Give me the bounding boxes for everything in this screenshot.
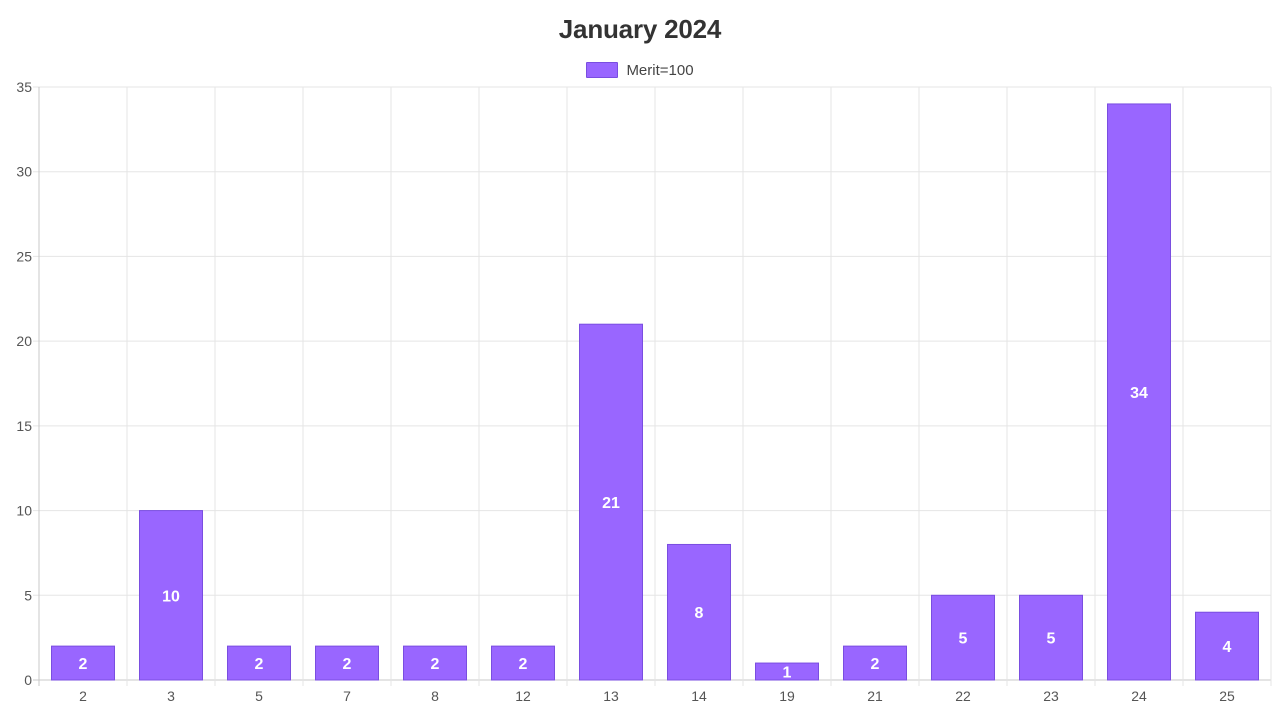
y-tick-label: 20: [16, 333, 32, 349]
bar-value-label: 2: [343, 656, 352, 673]
x-tick-label: 21: [867, 688, 883, 704]
x-tick-label: 8: [431, 688, 439, 704]
legend-swatch[interactable]: [586, 62, 619, 78]
y-tick-label: 0: [24, 672, 32, 688]
bar: [491, 645, 555, 681]
bar: [1195, 611, 1259, 681]
bar-value-label: 2: [79, 656, 88, 673]
y-tick-label: 15: [16, 418, 32, 434]
bar-value-label: 21: [602, 495, 620, 512]
bar-value-label: 5: [1047, 631, 1056, 648]
x-tick-label: 12: [515, 688, 531, 704]
bar: [227, 645, 291, 681]
bar: [667, 543, 731, 681]
x-tick-label: 25: [1219, 688, 1235, 704]
bar: [1019, 594, 1083, 681]
bar-value-label: 2: [519, 656, 528, 673]
bar: [139, 510, 203, 681]
bar-value-label: 10: [162, 588, 180, 605]
bar: [843, 645, 907, 681]
x-tick-label: 24: [1131, 688, 1147, 704]
bar-value-label: 4: [1223, 639, 1232, 656]
bar-value-label: 1: [783, 665, 792, 682]
bar: [403, 645, 467, 681]
bar-value-label: 8: [695, 605, 704, 622]
x-tick-label: 23: [1043, 688, 1059, 704]
x-tick-label: 22: [955, 688, 971, 704]
y-tick-label: 10: [16, 503, 32, 519]
y-tick-label: 5: [24, 587, 32, 603]
bar: [51, 645, 115, 681]
bar: [755, 662, 819, 681]
chart-legend: Merit=100: [0, 60, 1280, 80]
legend-label[interactable]: Merit=100: [626, 61, 694, 79]
x-tick-label: 3: [167, 688, 175, 704]
x-tick-label: 2: [79, 688, 87, 704]
x-tick-label: 5: [255, 688, 263, 704]
x-tick-label: 13: [603, 688, 619, 704]
bar-value-label: 2: [871, 656, 880, 673]
bar: [579, 323, 643, 681]
y-tick-label: 30: [16, 164, 32, 180]
chart-title: January 2024: [558, 14, 722, 44]
bar-value-label: 5: [959, 631, 968, 648]
bar: [931, 594, 995, 681]
bar: [1107, 103, 1171, 681]
bar-value-label: 2: [431, 656, 440, 673]
x-tick-label: 7: [343, 688, 351, 704]
x-tick-label: 14: [691, 688, 707, 704]
bar: [315, 645, 379, 681]
bar-value-label: 34: [1130, 385, 1148, 402]
x-tick-label: 19: [779, 688, 795, 704]
y-tick-label: 35: [16, 79, 32, 95]
bar-value-label: 2: [255, 656, 264, 673]
y-tick-label: 25: [16, 248, 32, 264]
